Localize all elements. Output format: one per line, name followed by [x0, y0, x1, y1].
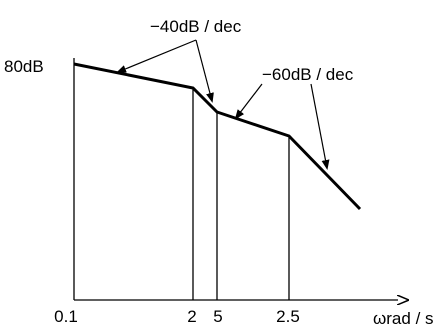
y-value-label: 80dB: [4, 57, 44, 76]
x-tick-label-2: 2: [187, 307, 196, 326]
slope-label-60: −60dB / dec: [262, 65, 354, 84]
magnitude-curve: [73, 62, 362, 211]
leader-arrow-segment3: [234, 83, 263, 120]
x-tick-label-0-1: 0.1: [54, 307, 78, 326]
leader-arrow-segment4: [310, 83, 330, 170]
leader-arrow-segment1: [116, 39, 197, 73]
x-tick-label-2-5: 2.5: [276, 307, 300, 326]
leader-arrow-segment2: [195, 39, 214, 103]
x-axis-label: ωrad / s: [373, 309, 434, 328]
slope-label-40: −40dB / dec: [150, 17, 242, 36]
x-tick-label-5: 5: [213, 307, 222, 326]
